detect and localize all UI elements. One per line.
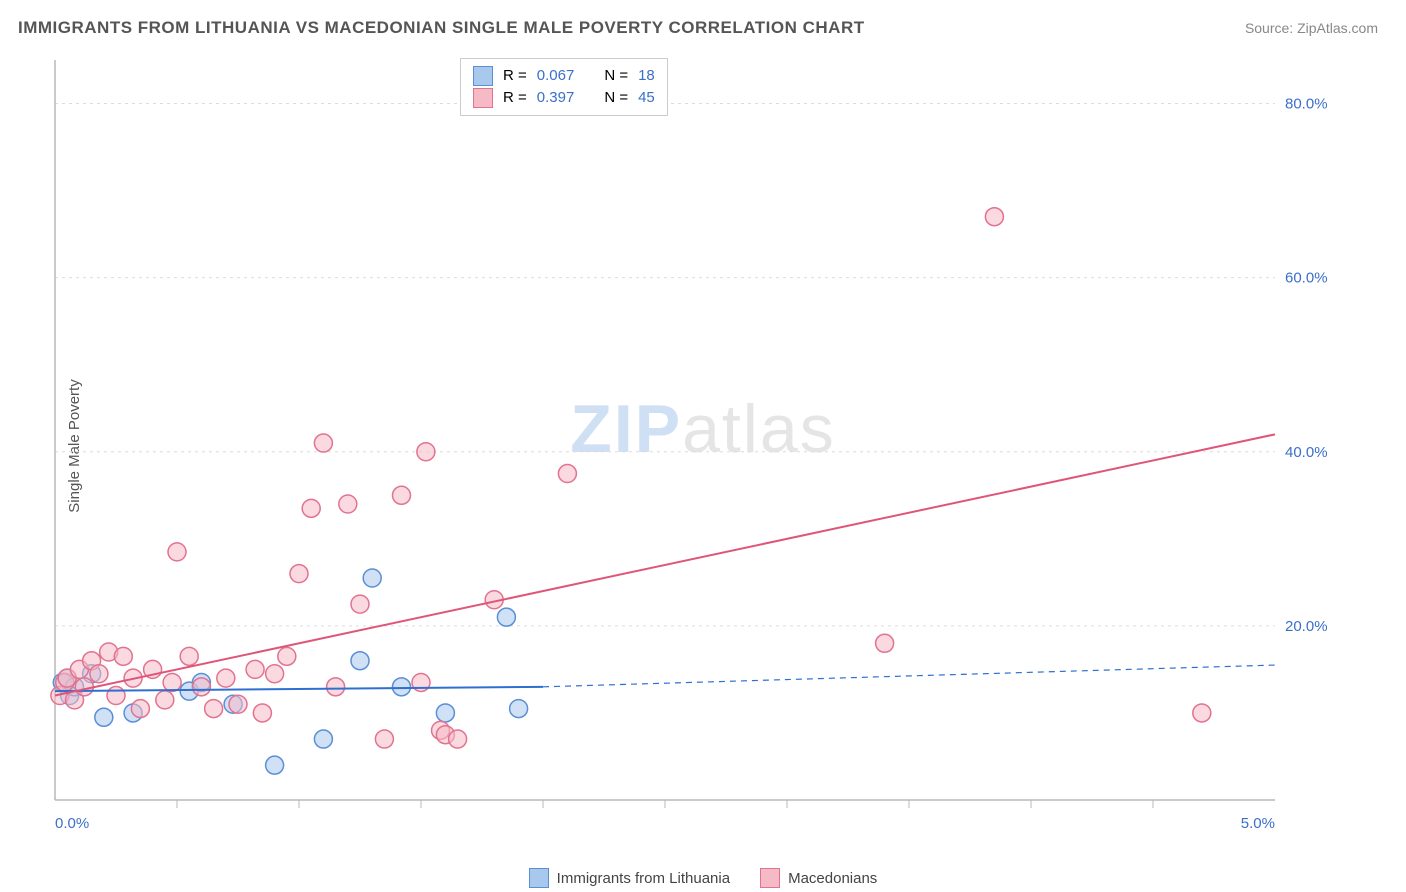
swatch-lithuania [529,868,549,888]
legend-row-lithuania: R = 0.067 N = 18 [473,65,655,87]
legend-label: Macedonians [788,870,877,887]
chart-area: 20.0% 40.0% 60.0% 80.0% 0.0% 5.0% [45,50,1396,872]
n-value: 18 [638,65,655,87]
legend-item-lithuania: Immigrants from Lithuania [529,868,730,888]
legend-item-macedonians: Macedonians [760,868,877,888]
n-value: 45 [638,87,655,109]
legend-row-macedonians: R = 0.397 N = 45 [473,87,655,109]
swatch-macedonians [760,868,780,888]
svg-text:40.0%: 40.0% [1285,444,1328,461]
r-value: 0.067 [537,65,575,87]
scatter-chart: 20.0% 40.0% 60.0% 80.0% 0.0% 5.0% [45,50,1345,840]
svg-text:60.0%: 60.0% [1285,270,1328,287]
n-label: N = [604,87,628,109]
source-label: Source: ZipAtlas.com [1245,20,1378,36]
legend-label: Immigrants from Lithuania [557,870,730,887]
swatch-lithuania [473,66,493,86]
chart-title: IMMIGRANTS FROM LITHUANIA VS MACEDONIAN … [18,18,865,38]
svg-text:80.0%: 80.0% [1285,96,1328,113]
n-label: N = [604,65,628,87]
r-label: R = [503,87,527,109]
r-value: 0.397 [537,87,575,109]
series-legend: Immigrants from Lithuania Macedonians [0,868,1406,888]
r-label: R = [503,65,527,87]
correlation-legend: R = 0.067 N = 18 R = 0.397 N = 45 [460,58,668,116]
svg-text:20.0%: 20.0% [1285,618,1328,635]
swatch-macedonians [473,88,493,108]
svg-text:0.0%: 0.0% [55,815,89,832]
svg-text:5.0%: 5.0% [1241,815,1275,832]
